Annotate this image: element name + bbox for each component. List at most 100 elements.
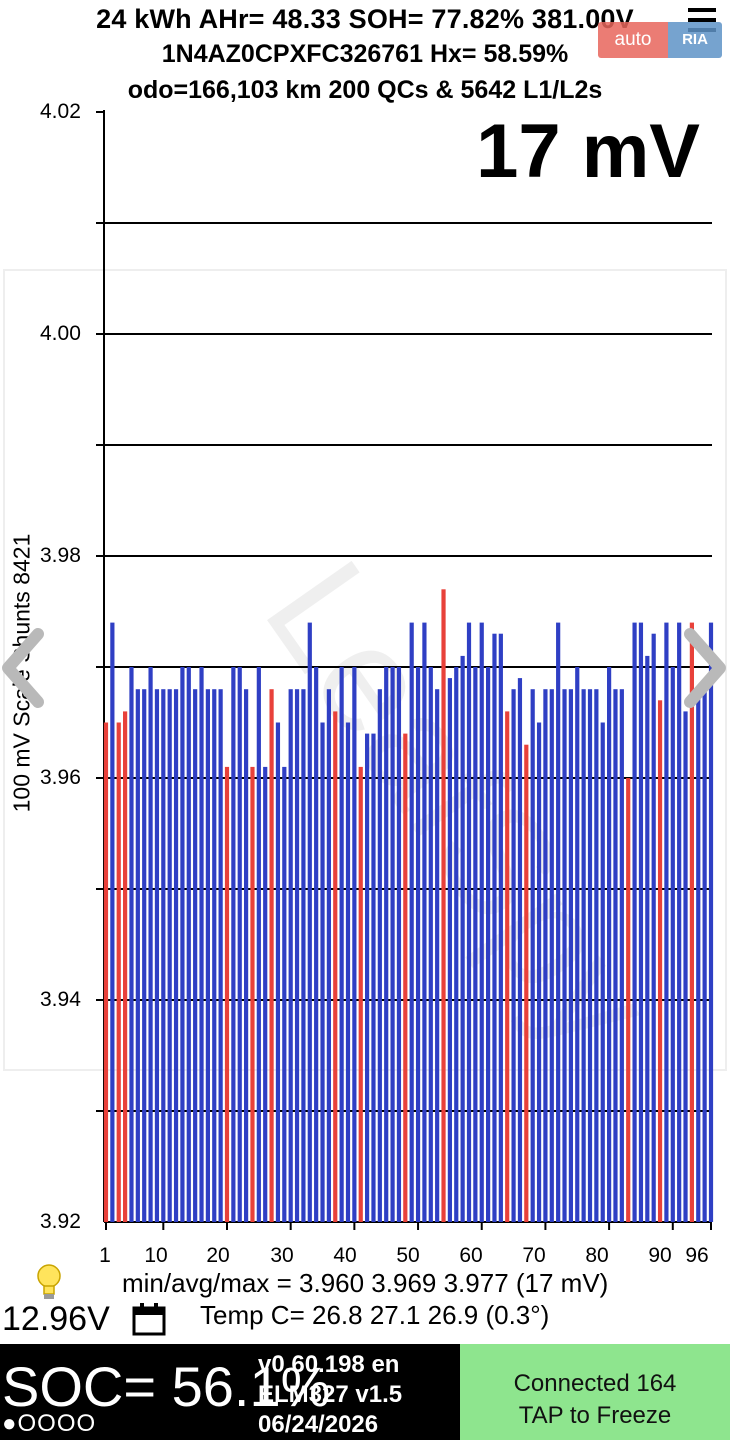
x-tick-label: 50	[396, 1244, 420, 1267]
cell-bar	[670, 667, 675, 1222]
cell-bar	[142, 689, 147, 1222]
cell-bar	[256, 667, 261, 1222]
cell-bar	[358, 766, 363, 1222]
cell-bar	[339, 667, 344, 1222]
cell-bar	[186, 667, 191, 1222]
cell-bar	[282, 766, 287, 1222]
page-dots-indicator: ●OOOO	[2, 1410, 97, 1437]
cell-bar	[568, 689, 573, 1222]
cell-bar	[263, 766, 268, 1222]
cell-bar	[619, 689, 624, 1222]
aux-battery-voltage: 12.96V	[2, 1300, 110, 1338]
cell-bar	[129, 667, 134, 1222]
cell-bar	[377, 689, 382, 1222]
cell-bar	[486, 667, 491, 1222]
y-tick-label: 4.00	[40, 322, 81, 345]
voltage-spread-readout: 17 mV	[476, 109, 700, 194]
x-tick-label: 10	[144, 1244, 168, 1267]
freeze-button[interactable]: Connected 164 TAP to Freeze	[460, 1344, 730, 1440]
previous-screen-arrow-icon[interactable]	[0, 628, 46, 708]
cell-bar	[447, 678, 452, 1222]
cell-bar	[435, 689, 440, 1222]
cell-bar	[536, 722, 542, 1222]
cell-bar	[301, 689, 306, 1222]
cell-bar	[390, 667, 395, 1222]
y-tick-label: 3.96	[40, 766, 81, 789]
cell-bar	[148, 667, 153, 1222]
x-tick-label: 70	[522, 1244, 546, 1267]
cell-bar	[396, 667, 402, 1222]
cell-bar	[638, 622, 644, 1222]
cell-bar	[479, 622, 484, 1222]
cell-bar	[587, 689, 593, 1222]
cell-bar	[345, 722, 351, 1222]
cell-bar	[231, 667, 236, 1222]
lightbulb-icon[interactable]	[34, 1262, 64, 1302]
app-info-block: v0.60.198 en ELM327 v1.5 06/24/2026	[258, 1350, 402, 1440]
cell-bar	[575, 667, 580, 1222]
min-avg-max-readout: min/avg/max = 3.960 3.969 3.977 (17 mV)	[122, 1268, 609, 1298]
cell-bar	[422, 622, 427, 1222]
cell-bar	[556, 622, 561, 1222]
cell-bar	[116, 722, 121, 1222]
logo-left-text: auto	[598, 22, 668, 58]
state-of-charge: SOC= 56.1%	[2, 1355, 331, 1418]
cell-bar	[180, 667, 185, 1222]
cell-bar	[314, 667, 319, 1222]
cell-bar	[237, 667, 242, 1222]
cell-bar	[632, 622, 637, 1222]
cell-bar	[511, 689, 516, 1222]
soc-panel	[0, 1344, 460, 1440]
cell-bar	[212, 689, 217, 1222]
current-date: 06/24/2026	[258, 1411, 379, 1438]
cell-bar	[384, 667, 389, 1222]
x-tick-label: 20	[206, 1244, 230, 1267]
app-version: v0.60.198 en	[258, 1351, 400, 1378]
cell-bar	[269, 689, 274, 1222]
cell-bar	[307, 622, 312, 1222]
cell-bar	[473, 667, 478, 1222]
cell-bar	[167, 689, 172, 1222]
cell-bar	[626, 778, 631, 1222]
y-tick-label: 4.02	[40, 100, 81, 123]
cell-bar	[708, 622, 714, 1222]
cell-bar	[651, 633, 656, 1222]
autoria-logo: auto RIA	[598, 22, 722, 58]
cell-bar	[517, 678, 523, 1222]
header-odometer-line: odo=166,103 km 200 QCs & 5642 L1/L2s	[127, 76, 603, 104]
cell-bar	[103, 722, 109, 1222]
y-tick-label: 3.92	[40, 1210, 81, 1233]
x-tick-label: 30	[270, 1244, 294, 1267]
cell-bar	[244, 689, 249, 1222]
cell-bar	[218, 689, 223, 1222]
calendar-icon[interactable]	[132, 1302, 166, 1336]
cell-bar	[173, 689, 179, 1222]
y-tick-label: 3.98	[40, 544, 81, 567]
cell-bar	[466, 622, 472, 1222]
cell-bar	[403, 733, 408, 1222]
cell-bar	[123, 711, 128, 1222]
cell-bar	[600, 722, 605, 1222]
cell-bar	[594, 689, 599, 1222]
cell-bar	[530, 689, 535, 1222]
cell-bar	[193, 689, 198, 1222]
cell-bar	[696, 689, 701, 1222]
cell-bar	[409, 622, 414, 1222]
header-capacity-line: 24 kWh AHr= 48.33 SOH= 77.82% 381.00V	[96, 4, 634, 34]
temperature-readout: Temp C= 26.8 27.1 26.9 (0.3°)	[200, 1300, 550, 1330]
cell-bar	[492, 633, 497, 1222]
cell-bar	[607, 667, 612, 1222]
connection-status: Connected 164	[513, 1370, 677, 1397]
cell-bar	[581, 689, 586, 1222]
adapter-version: ELM327 v1.5	[258, 1381, 403, 1408]
cell-bar	[498, 633, 503, 1222]
next-screen-arrow-icon[interactable]	[682, 628, 728, 708]
cell-bar	[689, 622, 694, 1222]
cell-bar	[110, 622, 115, 1222]
cell-bar	[333, 711, 338, 1222]
cell-bar	[505, 711, 510, 1222]
cell-bar	[549, 689, 554, 1222]
cell-bar	[415, 667, 421, 1222]
cell-bar	[154, 689, 160, 1222]
x-tick-label: 96	[685, 1244, 709, 1267]
